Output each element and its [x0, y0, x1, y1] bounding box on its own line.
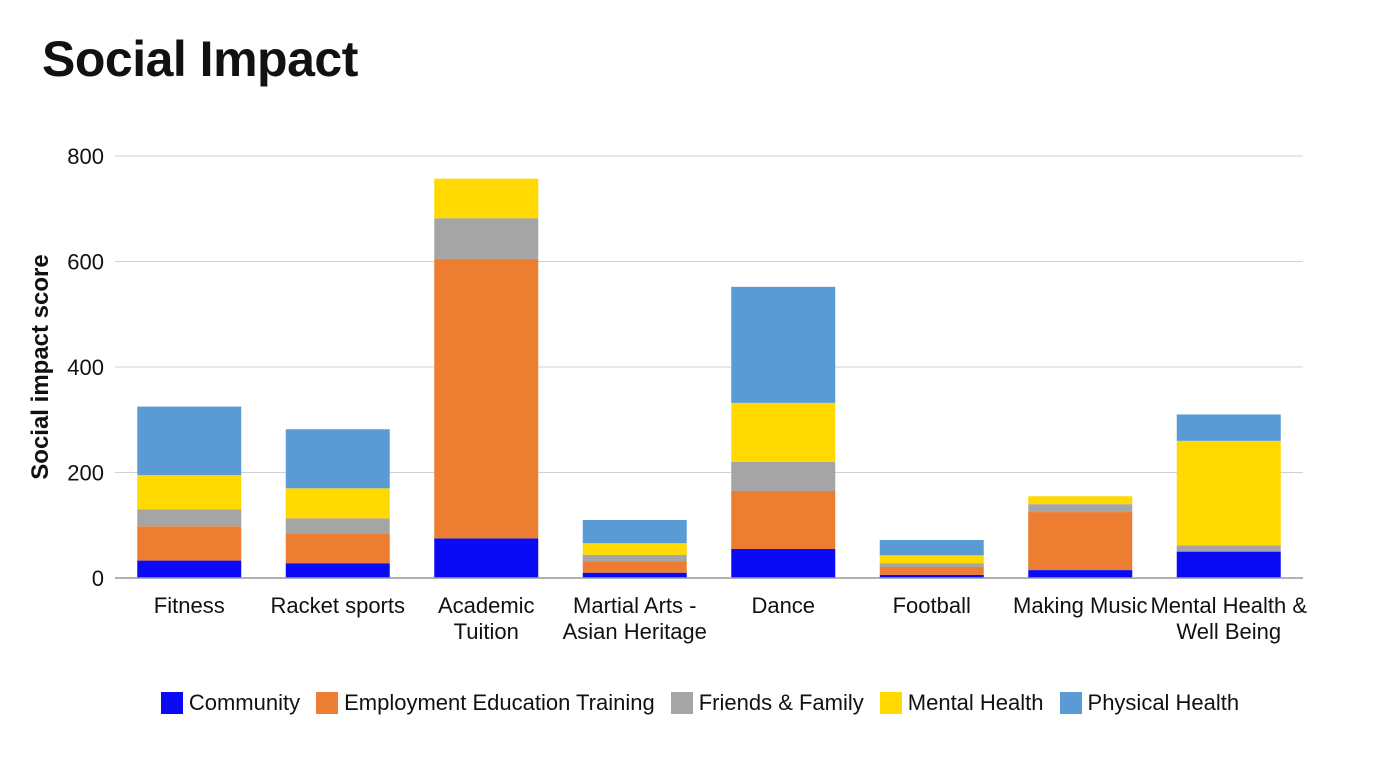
x-tick-label: Mental Health & Well Being: [1150, 593, 1307, 644]
bar-segment-friends-family: [137, 509, 242, 527]
x-tick-label-line: Martial Arts -: [573, 593, 696, 618]
x-tick-label-line: Making Music: [1013, 593, 1147, 618]
legend-item: Physical Health: [1059, 690, 1240, 716]
legend-item: Community: [160, 690, 301, 716]
bar-segment-community: [285, 563, 390, 578]
y-tick-label: 400: [67, 355, 104, 380]
x-tick-label-line: Tuition: [454, 619, 519, 644]
legend-item: Employment Education Training: [316, 690, 655, 716]
x-tick-label: Making Music: [1013, 593, 1147, 618]
x-tick-label: Football: [893, 593, 971, 618]
y-tick-label: 0: [92, 566, 104, 591]
x-tick-label-line: Racket sports: [271, 593, 406, 618]
legend-label: Employment Education Training: [344, 690, 655, 715]
bar-segment-community: [1176, 551, 1281, 578]
bar-segment-mental-health: [879, 555, 984, 564]
bar-segment-community: [879, 574, 984, 578]
bar-segment-mental-health: [1176, 440, 1281, 546]
x-tick-label: Fitness: [154, 593, 225, 618]
legend-swatch: [1059, 692, 1082, 714]
legend-swatch: [879, 692, 902, 714]
bar-segment-community: [731, 548, 836, 578]
legend-swatch: [316, 692, 339, 714]
x-tick-label: Martial Arts -Asian Heritage: [563, 593, 707, 644]
bar-segment-employment-education-training: [1028, 512, 1133, 571]
x-tick-label: Academic Tuition: [438, 593, 535, 644]
x-tick-label-line: Academic: [438, 593, 535, 618]
page-title: Social Impact: [42, 31, 358, 87]
x-tick-label-line: Dance: [751, 593, 815, 618]
legend-label: Friends & Family: [698, 690, 864, 715]
bar-segment-community: [1028, 570, 1133, 578]
legend-label: Physical Health: [1087, 690, 1240, 715]
bar-segment-friends-family: [582, 554, 687, 562]
x-tick-label: Racket sports: [271, 593, 406, 618]
bar-segment-mental-health: [137, 475, 242, 510]
bar-segment-employment-education-training: [137, 526, 242, 561]
bar-segment-community: [434, 538, 539, 578]
bar-segment-physical-health: [137, 406, 242, 476]
legend-item: Mental Health: [879, 690, 1044, 716]
bar-segment-physical-health: [582, 519, 687, 544]
x-tick-label-line: Asian Heritage: [563, 619, 707, 644]
bar-segment-friends-family: [285, 518, 390, 534]
bar-segment-friends-family: [879, 563, 984, 567]
x-tick-label-line: Fitness: [154, 593, 225, 618]
legend-swatch: [670, 692, 693, 714]
bar-segment-mental-health: [285, 488, 390, 519]
legend-label: Community: [188, 690, 301, 715]
bar-segment-physical-health: [731, 286, 836, 403]
legend-label: Mental Health: [907, 690, 1044, 715]
bar-segment-employment-education-training: [731, 490, 836, 549]
x-tick-label-line: Well Being: [1176, 619, 1281, 644]
bar-segment-friends-family: [1176, 545, 1281, 552]
y-tick-label: 800: [67, 144, 104, 169]
bar-segment-employment-education-training: [582, 561, 687, 573]
legend-item: Friends & Family: [670, 690, 864, 716]
y-tick-label: 600: [67, 250, 104, 275]
stacked-bar-chart: 0 200 400 600 800 Social impact score Fitness R…: [27, 144, 1307, 644]
bar-segment-mental-health: [582, 543, 687, 555]
bar-segment-physical-health: [879, 540, 984, 556]
chart-legend: Community Employment Education Training Fr…: [0, 690, 1376, 716]
y-axis-label: Social impact score: [27, 254, 54, 479]
bar-segment-employment-education-training: [434, 258, 539, 539]
bar-segment-employment-education-training: [285, 533, 390, 564]
x-tick-label-line: Football: [893, 593, 971, 618]
bar-segment-mental-health: [434, 178, 539, 219]
bar-segment-employment-education-training: [879, 566, 984, 575]
bar-segment-mental-health: [731, 402, 836, 462]
bar-segment-friends-family: [1028, 504, 1133, 513]
x-tick-label: Dance: [751, 593, 815, 618]
bar-segment-physical-health: [1176, 414, 1281, 441]
y-tick-label: 200: [67, 461, 104, 486]
bar-segment-community: [582, 572, 687, 578]
bar-segment-friends-family: [434, 218, 539, 259]
legend-swatch: [160, 692, 183, 714]
bar-segment-friends-family: [731, 461, 836, 491]
bar-segment-community: [137, 560, 242, 578]
bar-segment-physical-health: [285, 429, 390, 489]
x-tick-label-line: Mental Health &: [1150, 593, 1307, 618]
bar-segment-mental-health: [1028, 496, 1133, 505]
